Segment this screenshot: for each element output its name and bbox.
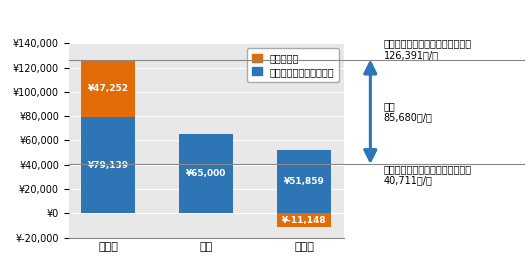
Bar bbox=[277, 150, 331, 213]
Text: ¥79,139: ¥79,139 bbox=[88, 161, 129, 170]
Text: ¥47,252: ¥47,252 bbox=[88, 84, 129, 93]
Text: ¥-11,148: ¥-11,148 bbox=[282, 215, 327, 225]
Text: 差額
85,680円/年: 差額 85,680円/年 bbox=[384, 101, 432, 123]
Bar bbox=[179, 134, 233, 213]
Bar bbox=[81, 60, 135, 117]
Bar bbox=[81, 117, 135, 213]
Text: 批判者一人当たりの平均顧客価値
40,711円/年: 批判者一人当たりの平均顧客価値 40,711円/年 bbox=[384, 164, 472, 185]
Bar bbox=[277, 213, 331, 227]
Text: ¥65,000: ¥65,000 bbox=[186, 169, 226, 178]
Legend: 口コミ価値, 一人当たりの年間売上高: 口コミ価値, 一人当たりの年間売上高 bbox=[247, 48, 339, 82]
Text: 推奨者一人当たりの平均顧客価値
126,391円/年: 推奨者一人当たりの平均顧客価値 126,391円/年 bbox=[384, 38, 472, 60]
Text: ¥51,859: ¥51,859 bbox=[284, 177, 325, 186]
